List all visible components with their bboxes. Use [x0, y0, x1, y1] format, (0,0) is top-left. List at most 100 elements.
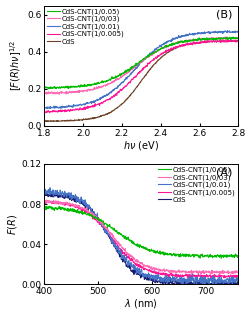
CdS-CNT(1/0.05) — [130, 239, 133, 243]
CdS-CNT(1/0.05) — [42, 207, 45, 210]
CdS — [172, 282, 175, 286]
CdS — [172, 46, 175, 50]
CdS-CNT(1/0.05) — [130, 65, 133, 69]
CdS-CNT(1/0.05) — [231, 35, 234, 39]
CdS-CNT(1/0.01) — [157, 277, 160, 281]
CdS-CNT(1/0.005) — [172, 46, 175, 50]
CdS-CNT(1/0.01) — [77, 200, 80, 204]
CdS-CNT(1/0/03) — [218, 272, 220, 276]
CdS — [236, 39, 239, 43]
CdS-CNT(1/0.005) — [236, 274, 239, 278]
CdS-CNT(1/0/03) — [188, 38, 192, 42]
CdS-CNT(1/0.01) — [236, 280, 239, 283]
CdS-CNT(1/0.01) — [92, 101, 96, 105]
CdS-CNT(1/0/03) — [130, 256, 133, 260]
CdS-CNT(1/0.01) — [48, 186, 51, 190]
CdS-CNT(1/0.005) — [188, 43, 192, 46]
CdS-CNT(1/0.005) — [189, 275, 192, 278]
CdS-CNT(1/0/03) — [92, 85, 96, 89]
CdS-CNT(1/0.01) — [45, 107, 48, 111]
CdS-CNT(1/0.01) — [172, 36, 175, 40]
Line: CdS-CNT(1/0/03): CdS-CNT(1/0/03) — [44, 200, 237, 274]
Legend: CdS-CNT(1/0.05), CdS-CNT(1/0/03), CdS-CNT(1/0.01), CdS-CNT(1/0.005), CdS: CdS-CNT(1/0.05), CdS-CNT(1/0/03), CdS-CN… — [157, 166, 235, 204]
CdS-CNT(1/0.01) — [157, 45, 160, 49]
Y-axis label: $[F(R)h\nu]^{1/2}$: $[F(R)h\nu]^{1/2}$ — [9, 40, 24, 91]
CdS-CNT(1/0.005) — [48, 199, 50, 203]
CdS-CNT(1/0.05) — [157, 48, 160, 52]
CdS-CNT(1/0/03) — [236, 271, 239, 275]
CdS-CNT(1/0.01) — [92, 211, 96, 215]
CdS-CNT(1/0.005) — [206, 38, 208, 42]
X-axis label: $\lambda$ (nm): $\lambda$ (nm) — [124, 297, 158, 310]
CdS — [43, 191, 46, 194]
CdS — [188, 42, 192, 46]
CdS-CNT(1/0.05) — [236, 36, 239, 40]
CdS — [92, 116, 96, 120]
Line: CdS-CNT(1/0.05): CdS-CNT(1/0.05) — [44, 206, 237, 258]
CdS-CNT(1/0.005) — [42, 109, 45, 112]
CdS-CNT(1/0/03) — [130, 68, 133, 72]
CdS-CNT(1/0.005) — [130, 258, 133, 262]
CdS-CNT(1/0.05) — [188, 255, 192, 258]
CdS-CNT(1/0.01) — [225, 29, 228, 33]
CdS-CNT(1/0.01) — [188, 33, 192, 36]
CdS — [42, 119, 45, 123]
Text: (A): (A) — [215, 167, 232, 178]
CdS-CNT(1/0.01) — [42, 188, 45, 191]
Y-axis label: $F(R)$: $F(R)$ — [6, 214, 18, 235]
X-axis label: $h\nu$ (eV): $h\nu$ (eV) — [123, 139, 159, 152]
CdS-CNT(1/0/03) — [42, 91, 45, 95]
CdS-CNT(1/0.005) — [92, 217, 96, 221]
CdS-CNT(1/0.005) — [172, 273, 175, 277]
CdS-CNT(1/0.005) — [77, 207, 80, 211]
CdS — [130, 91, 133, 94]
CdS-CNT(1/0/03) — [188, 270, 192, 274]
Line: CdS-CNT(1/0.05): CdS-CNT(1/0.05) — [44, 37, 237, 89]
CdS-CNT(1/0.01) — [42, 106, 45, 110]
CdS — [166, 283, 170, 286]
Line: CdS-CNT(1/0.005): CdS-CNT(1/0.005) — [44, 40, 237, 113]
CdS — [157, 279, 160, 283]
CdS — [77, 200, 80, 204]
CdS-CNT(1/0.01) — [130, 264, 133, 268]
CdS-CNT(1/0.005) — [236, 39, 239, 43]
Text: (B): (B) — [215, 9, 232, 19]
CdS-CNT(1/0/03) — [42, 199, 45, 203]
CdS — [157, 58, 160, 62]
CdS-CNT(1/0.05) — [172, 253, 175, 257]
CdS-CNT(1/0.005) — [92, 103, 96, 107]
CdS-CNT(1/0.05) — [236, 255, 239, 259]
CdS — [42, 194, 45, 198]
CdS-CNT(1/0.05) — [92, 215, 96, 219]
CdS-CNT(1/0.01) — [189, 275, 192, 279]
CdS-CNT(1/0.05) — [48, 204, 51, 208]
Line: CdS-CNT(1/0.005): CdS-CNT(1/0.005) — [44, 201, 237, 278]
CdS-CNT(1/0.05) — [47, 87, 50, 91]
CdS-CNT(1/0/03) — [58, 92, 60, 96]
Line: CdS: CdS — [44, 192, 237, 284]
CdS — [92, 212, 96, 216]
Legend: CdS-CNT(1/0.05), CdS-CNT(1/0/03), CdS-CNT(1/0.01), CdS-CNT(1/0.005), CdS: CdS-CNT(1/0.05), CdS-CNT(1/0/03), CdS-CN… — [46, 8, 124, 45]
Line: CdS-CNT(1/0.01): CdS-CNT(1/0.01) — [44, 188, 237, 284]
CdS-CNT(1/0/03) — [44, 198, 48, 202]
CdS-CNT(1/0.01) — [165, 283, 168, 286]
CdS-CNT(1/0/03) — [157, 48, 160, 52]
CdS-CNT(1/0/03) — [77, 205, 80, 209]
CdS-CNT(1/0.05) — [77, 84, 80, 88]
CdS-CNT(1/0.05) — [42, 86, 45, 89]
CdS-CNT(1/0.005) — [42, 200, 45, 204]
CdS-CNT(1/0.005) — [48, 111, 51, 115]
CdS — [236, 283, 239, 286]
Line: CdS-CNT(1/0.01): CdS-CNT(1/0.01) — [44, 31, 237, 109]
CdS — [233, 38, 236, 42]
CdS-CNT(1/0.05) — [92, 82, 96, 86]
CdS-CNT(1/0.05) — [172, 42, 175, 46]
CdS-CNT(1/0/03) — [236, 35, 239, 39]
CdS — [130, 268, 133, 272]
CdS-CNT(1/0.05) — [77, 211, 80, 215]
CdS-CNT(1/0.05) — [157, 252, 160, 255]
CdS-CNT(1/0.01) — [77, 103, 80, 107]
CdS — [44, 120, 48, 124]
CdS-CNT(1/0.01) — [236, 30, 239, 33]
CdS-CNT(1/0.005) — [157, 271, 160, 275]
